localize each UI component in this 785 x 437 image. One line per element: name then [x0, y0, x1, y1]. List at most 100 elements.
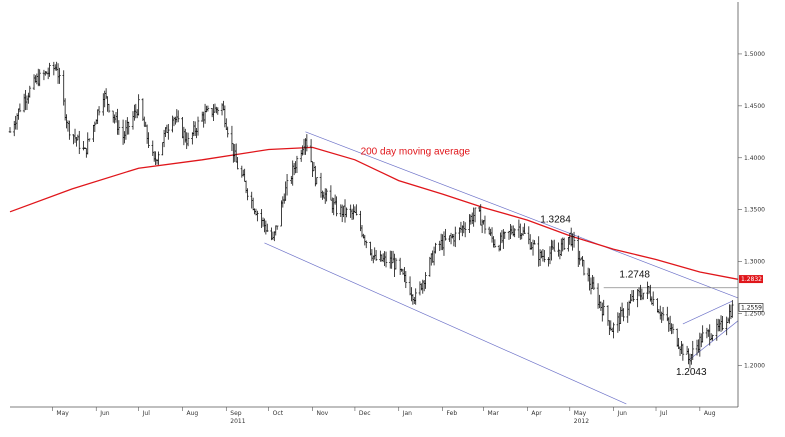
ohlc-bar	[572, 231, 576, 248]
ohlc-bar	[340, 204, 344, 223]
ohlc-bar	[502, 229, 505, 249]
ohlc-bar	[244, 180, 248, 194]
ohlc-bar	[77, 130, 81, 155]
ohlc-bar	[352, 204, 355, 220]
ohlc-bar	[261, 217, 265, 227]
x-tick-label: Jul	[659, 410, 668, 417]
ohlc-bar	[223, 105, 227, 128]
ohlc-bar	[116, 108, 119, 135]
ohlc-bar	[145, 124, 149, 144]
ohlc-bar	[27, 92, 30, 104]
ohlc-bar	[301, 145, 304, 156]
ohlc-bar	[550, 239, 553, 261]
trendlines	[264, 131, 739, 405]
ohlc-bar	[492, 236, 495, 248]
ohlc-bar	[309, 139, 313, 163]
ohlc-bar	[617, 312, 621, 332]
ohlc-bar	[721, 316, 724, 331]
ohlc-bar	[251, 197, 255, 211]
ohlc-bar	[53, 64, 57, 71]
ohlc-bar	[606, 305, 610, 326]
x-tick-label: Jul	[142, 410, 151, 417]
ohlc-bar	[280, 200, 283, 227]
ohlc-bar	[731, 300, 734, 318]
ohlc-bar	[339, 204, 343, 217]
ohlc-bar	[728, 304, 731, 324]
ohlc-bar	[697, 339, 700, 353]
x-tick-label: Apr	[531, 410, 542, 417]
ohlc-bar	[398, 257, 402, 275]
ohlc-bar	[335, 196, 338, 217]
ohlc-bar	[304, 138, 307, 155]
x-tick-label: May	[56, 410, 69, 417]
ohlc-bar	[538, 249, 542, 266]
ohlc-bar	[234, 143, 238, 163]
ohlc-bar	[18, 103, 22, 113]
ohlc-bar	[241, 169, 245, 177]
ohlc-bar	[592, 276, 596, 290]
ohlc-bar	[186, 132, 190, 147]
ohlc-bar	[428, 256, 432, 277]
ohlc-bar	[271, 231, 275, 240]
ohlc-bar	[434, 242, 437, 254]
ohlc-bar	[68, 120, 71, 140]
ohlc-bar	[133, 104, 136, 121]
ohlc-bar	[171, 115, 174, 133]
ohlc-bar	[639, 284, 642, 301]
ohlc-bar	[469, 214, 473, 225]
ohlc-bar	[86, 132, 90, 155]
y-tick-label: 1.5000	[744, 51, 765, 58]
price-annotation: 1.3284	[540, 215, 571, 226]
ohlc-bar	[200, 111, 204, 122]
ohlc-bar	[281, 196, 285, 208]
ohlc-bar	[342, 205, 345, 218]
ohlc-bar	[322, 191, 326, 199]
ohlc-bar	[507, 230, 511, 240]
ohlc-bar	[711, 334, 714, 341]
ohlc-bar	[671, 323, 675, 334]
ohlc-bar	[265, 223, 269, 232]
x-tick-label: Nov	[317, 410, 329, 417]
ohlc-bar	[537, 236, 540, 267]
ohlc-bar	[374, 250, 378, 261]
ohlc-bar	[203, 103, 207, 124]
ohlc-bar	[191, 132, 194, 145]
ohlc-bar	[137, 94, 140, 116]
ohlc-bar	[114, 111, 118, 123]
ohlc-bar	[17, 108, 20, 120]
ohlc-bar	[598, 294, 601, 309]
ohlc-bar	[291, 160, 295, 186]
ohlc-bar	[656, 298, 659, 313]
ohlc-bar	[193, 121, 197, 136]
ohlc-bar	[226, 126, 229, 138]
ohlc-bar	[449, 232, 453, 245]
ohlc-bar	[381, 253, 385, 263]
ohlc-bar	[646, 281, 649, 299]
ohlc-bar	[619, 306, 622, 325]
y-tick-label: 1.4000	[744, 155, 765, 162]
ohlc-bar	[246, 188, 249, 201]
ohlc-bar	[175, 109, 179, 123]
ohlc-bar	[408, 276, 412, 296]
ohlc-bar	[530, 242, 533, 250]
ohlc-bar	[154, 151, 157, 165]
x-tick-label: Aug	[186, 410, 198, 417]
ohlc-bar	[73, 128, 77, 143]
ohlc-bar	[690, 353, 693, 365]
ohlc-bar	[224, 118, 228, 130]
ohlc-bar	[551, 240, 555, 250]
ohlc-bar	[513, 228, 516, 238]
ohlc-bar	[448, 235, 451, 242]
ohlc-bar	[626, 301, 630, 323]
ohlc-bar	[330, 197, 334, 213]
ohlc-bar	[92, 124, 95, 142]
ohlc-bar	[548, 246, 552, 265]
ohlc-bar	[323, 188, 327, 204]
ohlc-bar	[107, 103, 111, 113]
last-price-box	[738, 303, 764, 312]
ohlc-bar	[533, 240, 536, 245]
ohlc-bar	[155, 158, 159, 165]
ohlc-bar	[165, 124, 169, 133]
ohlc-bar	[608, 320, 611, 336]
ohlc-bar	[661, 306, 665, 321]
